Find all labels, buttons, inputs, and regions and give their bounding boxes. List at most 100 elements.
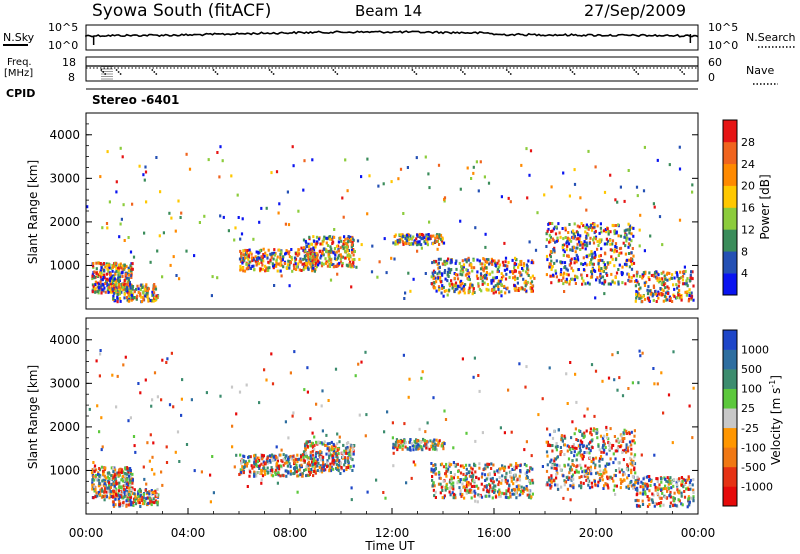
velocity-cell-1597: [566, 449, 569, 453]
power-cell-231: [128, 280, 131, 284]
power-cell-916: [322, 237, 325, 241]
velocity-cell-1440: [546, 454, 549, 458]
power-cell-823: [329, 245, 332, 249]
velocity-cell-1808: [608, 444, 611, 448]
velocity-cell-1456: [578, 446, 582, 450]
power-cell-641: [279, 255, 282, 259]
velocity-cell-644: [243, 465, 246, 469]
velocity-cell-2237: [144, 378, 147, 382]
power-cell-1671: [567, 273, 570, 277]
velocity-cell-355: [138, 501, 141, 505]
power-cell-483: [267, 268, 270, 272]
power-cell-188: [122, 287, 125, 291]
power-cell-674: [283, 262, 286, 265]
velocity-cell-666: [264, 461, 267, 465]
power-cell-1255: [523, 288, 526, 292]
velocity-cell-2266: [672, 350, 675, 354]
velocity-cell-2028: [325, 433, 328, 437]
power-cell-2021: [484, 245, 487, 249]
power-cell-1918: [634, 284, 637, 288]
power-cell-365: [127, 284, 130, 288]
velocity-cell-1721: [625, 429, 628, 433]
power-cell-1242: [437, 285, 441, 289]
power-cell-558: [266, 253, 269, 257]
velocity-cell-327: [144, 500, 147, 503]
power-cell-1286: [472, 258, 475, 262]
power-cell-530: [275, 258, 278, 262]
velocity-cell-1630: [592, 457, 595, 461]
velocity-cell-1503: [587, 483, 590, 487]
power-cell-1014: [406, 235, 409, 239]
velocity-cell-738: [322, 442, 325, 446]
power-cell-42: [110, 267, 113, 270]
power-cell-1664: [577, 268, 580, 271]
power-cell-1745: [578, 240, 581, 244]
power-cell-980: [421, 237, 424, 240]
velocity-cell-1954: [656, 488, 660, 492]
velocity-cell-569: [300, 455, 303, 459]
power-cell-411: [126, 287, 129, 291]
velocity-cell-1309: [500, 481, 503, 485]
velocity-cell-1555: [626, 464, 629, 468]
nave-dip-10-1: [635, 71, 638, 73]
velocity-cell-1424: [601, 446, 604, 450]
velocity-cell-1466: [631, 463, 634, 467]
velocity-cell-1009: [423, 439, 426, 442]
velocity-cell-406: [137, 494, 140, 498]
power-cell-786: [305, 245, 308, 248]
velocity-cell-1290: [512, 482, 515, 486]
power-cell-1597: [549, 253, 552, 257]
power-cell-626: [254, 259, 257, 263]
velocity-cell-1042: [518, 484, 521, 488]
velocity-cell-817: [335, 466, 338, 470]
velocity-cell-2255: [391, 421, 394, 425]
velocity-cell-1029: [419, 440, 422, 444]
velocity-cell-1025: [414, 441, 417, 445]
power-cell-2273: [658, 215, 662, 219]
power-cell-1010: [407, 233, 410, 237]
velocity-cell-1359: [432, 468, 435, 472]
velocity-cell-1377: [492, 486, 495, 490]
power-cell-718: [326, 264, 329, 268]
power-cell-2204: [446, 261, 449, 265]
velocity-cell-1903: [658, 483, 661, 487]
velocity-cell-942: [421, 448, 424, 452]
velocity-cell-1950: [680, 476, 683, 479]
power-cell-1525: [591, 226, 594, 230]
power-cell-1169: [454, 261, 457, 265]
power-cell-211: [99, 262, 102, 265]
power-cell-585: [296, 251, 299, 255]
velocity-cell-999: [409, 446, 412, 450]
power-cell-1748: [588, 282, 591, 286]
power-cell-58: [101, 278, 104, 282]
power-cell-1498: [630, 239, 633, 243]
velocity-cell-1160: [496, 469, 499, 473]
power-swatch-7: [723, 120, 737, 143]
power-cell-1652: [590, 258, 593, 262]
power-cell-1270: [454, 288, 457, 291]
velocity-cell-1783: [555, 467, 558, 471]
velocity-cell-2183: [265, 378, 268, 382]
velocity-cell-1939: [642, 488, 645, 492]
power-cell-1358: [499, 279, 502, 283]
power-cell-1741: [560, 268, 563, 271]
velocity-cell-1819: [585, 469, 588, 473]
power-cell-1804: [632, 226, 635, 230]
power-cell-1618: [605, 237, 608, 241]
velocity-cell-2087: [621, 394, 625, 398]
power-cell-1853: [673, 287, 676, 291]
velocity-cell-2085: [200, 470, 203, 474]
velocity-cell-1279: [512, 477, 515, 481]
velocity-cell-165: [115, 482, 118, 486]
power-cell-1154: [516, 281, 519, 285]
power-cell-600: [304, 266, 307, 270]
velocity-cell-1040: [470, 496, 473, 500]
power-cell-1148: [453, 272, 456, 275]
power-cell-1134: [450, 279, 453, 283]
velocity-cell-1803: [630, 443, 633, 447]
velocity-cell-2137: [287, 436, 290, 440]
velocity-cell-1774: [566, 476, 569, 480]
velocity-cell-387: [148, 492, 151, 496]
power-cell-1450: [587, 281, 590, 285]
velocity-cell-2090: [360, 360, 363, 364]
